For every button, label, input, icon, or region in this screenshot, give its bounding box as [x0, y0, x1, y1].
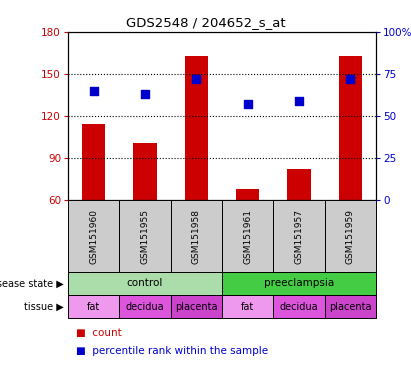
Bar: [119, 295, 171, 318]
Text: GSM151955: GSM151955: [141, 209, 150, 263]
Bar: [68, 295, 119, 318]
Bar: [68, 272, 222, 295]
Bar: [236, 189, 259, 200]
Text: GDS2548 / 204652_s_at: GDS2548 / 204652_s_at: [126, 16, 285, 29]
Text: decidua: decidua: [280, 301, 318, 311]
Bar: [119, 200, 171, 272]
Bar: [325, 295, 376, 318]
Point: [90, 88, 97, 94]
Text: fat: fat: [241, 301, 254, 311]
Bar: [339, 56, 362, 200]
Bar: [185, 56, 208, 200]
Bar: [222, 295, 273, 318]
Bar: [273, 200, 325, 272]
Text: decidua: decidua: [126, 301, 164, 311]
Bar: [171, 295, 222, 318]
Text: disease state ▶: disease state ▶: [0, 278, 64, 288]
Text: preeclampsia: preeclampsia: [264, 278, 334, 288]
Text: GSM151957: GSM151957: [295, 209, 303, 263]
Bar: [171, 200, 222, 272]
Text: placenta: placenta: [175, 301, 217, 311]
Text: GSM151961: GSM151961: [243, 209, 252, 263]
Text: control: control: [127, 278, 163, 288]
Bar: [325, 200, 376, 272]
Bar: [134, 142, 157, 200]
Point: [245, 101, 251, 107]
Text: tissue ▶: tissue ▶: [24, 301, 64, 311]
Bar: [222, 272, 376, 295]
Point: [347, 76, 353, 82]
Bar: [273, 295, 325, 318]
Text: fat: fat: [87, 301, 100, 311]
Bar: [287, 169, 311, 200]
Text: GSM151958: GSM151958: [192, 209, 201, 263]
Point: [142, 91, 148, 97]
Text: GSM151959: GSM151959: [346, 209, 355, 263]
Text: placenta: placenta: [329, 301, 372, 311]
Bar: [68, 200, 119, 272]
Point: [193, 76, 200, 82]
Text: ■  percentile rank within the sample: ■ percentile rank within the sample: [76, 346, 268, 356]
Bar: [222, 200, 273, 272]
Bar: [82, 124, 105, 200]
Text: ■  count: ■ count: [76, 328, 122, 338]
Point: [296, 98, 302, 104]
Text: GSM151960: GSM151960: [89, 209, 98, 263]
